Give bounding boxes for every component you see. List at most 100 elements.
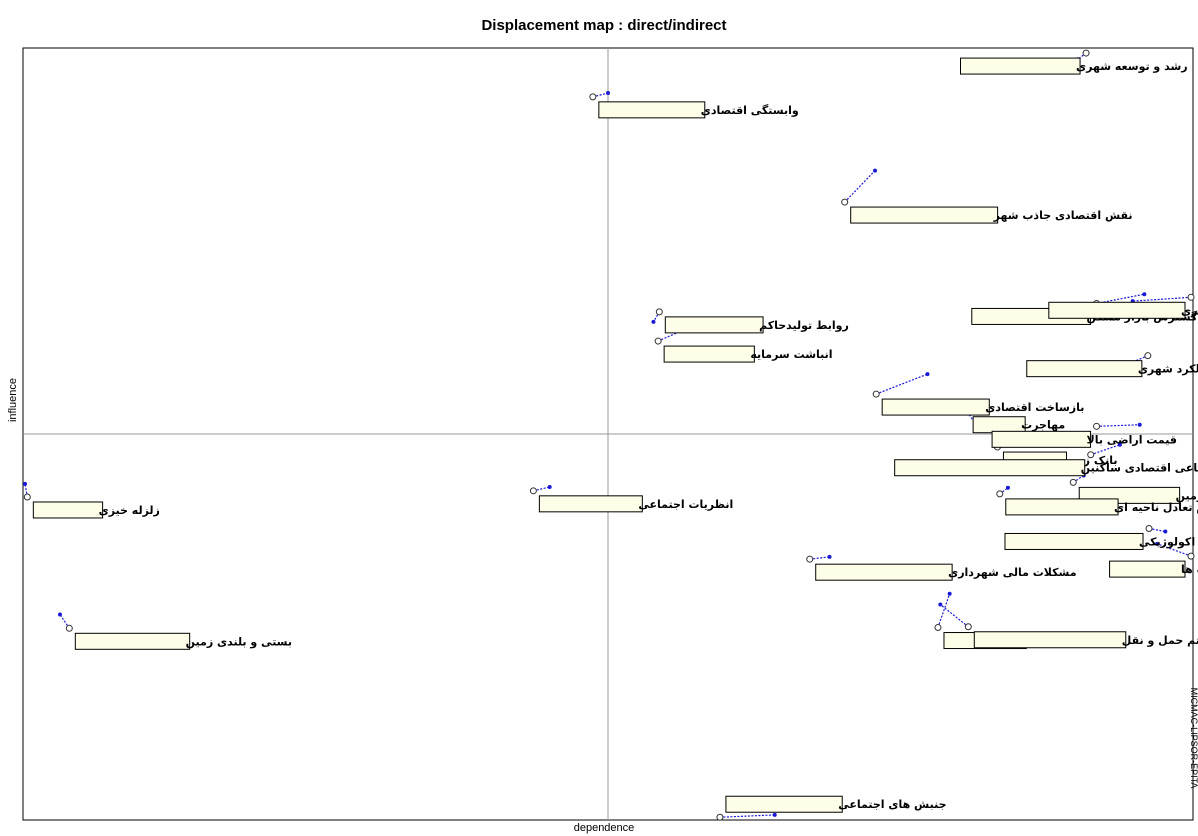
- direct-position-marker: [1187, 552, 1195, 560]
- direct-position-marker: [23, 493, 31, 501]
- point-label-text: روابط تولیدحاکم: [759, 319, 849, 332]
- indirect-position-marker: [606, 91, 610, 96]
- point-label: مهاجرت: [972, 416, 1065, 434]
- point-16: [996, 485, 1010, 498]
- point-10: [1093, 422, 1142, 430]
- label-box: [991, 430, 1092, 448]
- indirect-position-marker: [772, 812, 777, 817]
- direct-position-marker: [806, 555, 814, 563]
- direct-position-marker: [1069, 478, 1077, 486]
- indirect-position-marker: [23, 481, 27, 486]
- point-label: بستی و بلندی زمین: [74, 632, 292, 650]
- point-label: نقش اقتصادی جاذب شهر: [850, 206, 1133, 224]
- indirect-position-marker: [651, 319, 656, 324]
- point-15: [1069, 473, 1086, 486]
- direct-position-marker: [716, 813, 724, 821]
- indirect-position-marker: [1142, 292, 1147, 297]
- point-label-text: زیرساخت ها: [1181, 563, 1198, 576]
- indirect-position-marker: [947, 591, 952, 596]
- label-box: [1004, 532, 1144, 550]
- point-label: جنبش های اجتماعی: [725, 795, 947, 813]
- indirect-position-marker: [938, 602, 943, 607]
- label-box: [850, 206, 999, 224]
- direct-position-marker: [1187, 293, 1195, 301]
- point-3: [651, 308, 663, 324]
- displacement-arrow: [939, 604, 969, 628]
- label-box: [598, 101, 706, 119]
- direct-position-marker: [1145, 524, 1153, 532]
- displacement-arrow: [1096, 424, 1140, 427]
- indirect-position-marker: [1117, 442, 1122, 447]
- point-label-text: مشکلات مالی شهرداری: [948, 566, 1076, 579]
- point-label-text: ساختار اجتماعی اقتصادی ساکنین: [1081, 462, 1198, 475]
- displacement-arrow: [1156, 543, 1192, 557]
- point-14: [529, 484, 552, 495]
- indirect-position-marker: [547, 484, 552, 489]
- point-label-text: جنبش های اجتماعی: [838, 798, 946, 811]
- direct-position-marker: [1087, 451, 1095, 459]
- point-label: ساختار اجتماعی اقتصادی ساکنین: [894, 459, 1198, 477]
- point-13: [23, 481, 31, 501]
- point-8: [872, 372, 930, 398]
- label-box: [815, 563, 953, 581]
- indirect-position-marker: [57, 612, 62, 617]
- point-label-text: تغییر عملکرد شهری: [1138, 363, 1198, 376]
- displacement-arrow: [844, 170, 876, 203]
- direct-position-marker: [589, 93, 597, 101]
- displacement-arrow: [657, 319, 708, 342]
- direct-position-marker: [655, 308, 663, 316]
- point-label: مشکلات مالی شهرداری: [815, 563, 1077, 581]
- label-box: [663, 345, 755, 363]
- point-label-text: انباشت سرمایه: [750, 348, 832, 361]
- point-label-text: انظریات اجتماعی: [638, 498, 733, 511]
- point-label-text: توسعه سیستم حمل و نقل: [1122, 634, 1198, 647]
- displacement-arrow: [937, 593, 951, 628]
- displacement-arrow: [875, 373, 928, 395]
- point-17: [1145, 524, 1168, 534]
- point-label: بازساخت اقتصادی: [881, 398, 1084, 416]
- label-box: [972, 416, 1026, 434]
- indirect-position-marker: [1137, 422, 1142, 427]
- displacement-arrow: [1132, 296, 1192, 302]
- point-label: قیمت اراضی بالا: [991, 430, 1177, 448]
- point-label-text: بستی و بلندی زمین: [186, 635, 292, 648]
- point-2: [841, 168, 878, 206]
- indirect-position-marker: [925, 372, 930, 377]
- direct-position-marker: [1093, 422, 1101, 430]
- label-box: [959, 57, 1081, 75]
- displacement-arrow: [1090, 444, 1121, 456]
- point-label: تغییر عملکرد شهری: [1026, 360, 1198, 378]
- label-box: [1109, 560, 1186, 578]
- point-label-text: بورس بازی زمین: [1176, 489, 1198, 502]
- indirect-position-marker: [1163, 529, 1168, 534]
- direct-position-marker: [1082, 49, 1090, 57]
- point-label-text: مهاجرت: [1021, 419, 1065, 432]
- x-axis-label: dependence: [574, 822, 635, 834]
- label-box: [1026, 360, 1143, 378]
- point-label: انباشت سرمایه: [663, 345, 833, 363]
- point-label-text: نقش اقتصادی جاذب شهر: [993, 209, 1133, 222]
- point-label-text: رشد و توسعه شهری: [1076, 60, 1188, 73]
- point-label-text: وابستگی اقتصادی: [701, 104, 799, 117]
- point-label-text: زلزله خیزی: [99, 504, 160, 517]
- direct-position-marker: [964, 623, 972, 631]
- point-1: [589, 91, 610, 101]
- y-axis-label: influence: [7, 378, 19, 422]
- direct-position-marker: [841, 198, 849, 206]
- label-box: [1005, 498, 1119, 516]
- point-label-text: طرح های توسعه شهری: [1181, 304, 1198, 317]
- point-label: انظریات اجتماعی: [538, 495, 733, 513]
- point-label: جدایی گزینی اکولوژیکی: [1004, 532, 1198, 550]
- label-box: [538, 495, 643, 513]
- direct-position-marker: [529, 487, 537, 495]
- displacement-arrow: [1148, 527, 1166, 533]
- indirect-position-marker: [1005, 485, 1010, 490]
- point-label: طرح های توسعه شهری: [1048, 301, 1198, 319]
- point-label: توسعه سیستم حمل و نقل: [973, 631, 1198, 649]
- indirect-position-marker: [873, 168, 878, 173]
- point-19: [806, 554, 832, 563]
- point-21: [938, 602, 972, 631]
- watermark-label: MICMAC-LIPSOR-EPITA: [1189, 688, 1198, 789]
- point-18: [1155, 541, 1195, 560]
